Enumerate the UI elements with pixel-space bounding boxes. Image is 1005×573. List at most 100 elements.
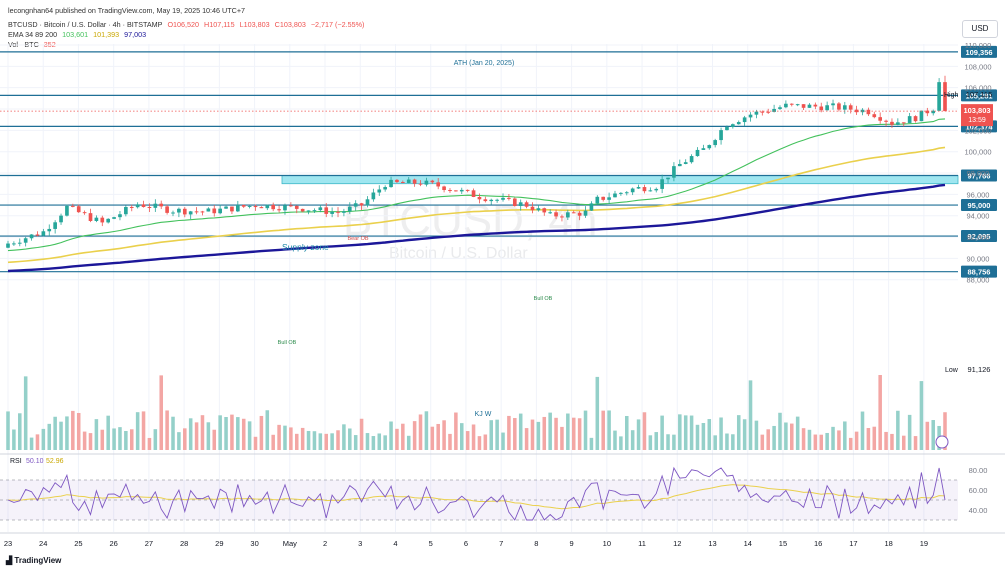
time-tick-label: 10 xyxy=(603,539,611,548)
volume-bar xyxy=(365,433,370,450)
level-price-tag xyxy=(961,89,997,102)
volume-bar xyxy=(247,421,252,450)
candle-body xyxy=(548,212,552,214)
volume-bar xyxy=(41,428,46,450)
price-tick-label: 106,000 xyxy=(964,84,991,93)
volume-bar xyxy=(713,435,717,450)
candle-body xyxy=(695,149,700,157)
volume-bar xyxy=(518,413,523,450)
candle-body xyxy=(589,203,594,211)
volume-bar xyxy=(795,416,800,450)
currency-button[interactable]: USD xyxy=(962,20,998,38)
volume-bar xyxy=(784,422,788,450)
time-tick-label: 19 xyxy=(920,539,928,548)
volume-bar xyxy=(524,428,529,450)
candle-body xyxy=(866,109,871,115)
candle-body xyxy=(35,234,40,236)
volume-bar xyxy=(424,411,429,450)
candle-body xyxy=(742,117,747,123)
volume-bar xyxy=(837,430,841,450)
candle-body xyxy=(725,127,729,131)
brand-label: TradingView xyxy=(14,556,62,565)
candle-body xyxy=(188,211,193,215)
volume-bar xyxy=(23,376,28,450)
volume-bar xyxy=(707,419,712,450)
rsi-value: 50.10 xyxy=(26,458,44,465)
candle-body xyxy=(100,217,105,223)
time-tick-label: 27 xyxy=(145,539,153,548)
candle-body xyxy=(748,114,753,118)
volume-bar xyxy=(353,435,358,450)
candle-body xyxy=(772,108,776,112)
rsi-ma-value: 52.96 xyxy=(46,458,64,465)
candle-body xyxy=(65,205,69,216)
volume-bar xyxy=(536,421,541,450)
candle-body xyxy=(395,179,399,183)
volume-bar xyxy=(819,434,824,450)
volume-bar xyxy=(878,375,882,450)
volume-bar xyxy=(371,436,376,450)
candle-body xyxy=(831,103,835,106)
candle-body xyxy=(536,208,541,211)
time-tick-label: 6 xyxy=(464,539,468,548)
candle-body xyxy=(848,105,853,110)
candle-body xyxy=(896,122,900,125)
volume-bar xyxy=(165,410,169,450)
candle-body xyxy=(47,228,52,232)
candle-body xyxy=(736,122,741,125)
candle-body xyxy=(212,208,217,214)
time-tick-label: 17 xyxy=(849,539,857,548)
volume-bar xyxy=(147,437,152,450)
volume-bar xyxy=(890,433,894,450)
candle-body xyxy=(672,166,676,178)
price-tick-label: 96,000 xyxy=(967,190,990,199)
volume-bar xyxy=(766,429,770,450)
last-price-tag xyxy=(961,104,993,127)
candle-body xyxy=(884,120,888,122)
candle-body xyxy=(660,179,664,189)
ohlc-low: L103,803 xyxy=(239,20,270,29)
candle-body xyxy=(94,217,99,221)
candle-body xyxy=(6,243,10,248)
candle-body xyxy=(677,163,682,167)
volume-bar xyxy=(65,416,69,450)
ath-annotation: ATH (Jan 20, 2025) xyxy=(454,60,515,67)
candle-body xyxy=(135,204,140,208)
ohlc-open: O106,520 xyxy=(167,20,200,29)
volume-bar xyxy=(613,430,617,450)
candle-body xyxy=(29,234,34,239)
volume-bar xyxy=(619,436,623,450)
level-price-label: 105,281 xyxy=(965,91,992,100)
volume-bar xyxy=(825,432,829,450)
candle-body xyxy=(937,82,941,111)
volume-bar xyxy=(47,423,52,450)
ohlc-high: H107,115 xyxy=(204,20,235,29)
volume-bar xyxy=(200,415,205,450)
volume-bar xyxy=(483,434,488,450)
candle-body xyxy=(59,215,63,223)
volume-bar xyxy=(230,414,234,450)
time-tick-label: 24 xyxy=(39,539,47,548)
volume-bar xyxy=(554,417,558,450)
volume-bar xyxy=(294,433,299,450)
candle-body xyxy=(707,145,712,149)
candle-body xyxy=(648,190,653,192)
price-tick-label: 110,000 xyxy=(965,41,992,50)
volume-bar xyxy=(241,418,246,450)
candle-body xyxy=(943,82,947,112)
volume-bar xyxy=(666,434,670,450)
price-tick-label: 90,000 xyxy=(967,254,990,263)
candle-body xyxy=(778,107,782,109)
volume-bar xyxy=(224,416,228,450)
candle-body xyxy=(165,206,169,213)
candle-body xyxy=(371,192,376,200)
candle-body xyxy=(913,116,918,122)
volume-bar xyxy=(18,413,22,450)
time-tick-label: May xyxy=(283,539,297,548)
time-tick-label: 26 xyxy=(110,539,118,548)
high-value-label: 107,115 xyxy=(966,90,993,99)
candle-body xyxy=(872,114,877,118)
candle-body xyxy=(477,196,482,200)
volume-bar xyxy=(336,430,340,450)
